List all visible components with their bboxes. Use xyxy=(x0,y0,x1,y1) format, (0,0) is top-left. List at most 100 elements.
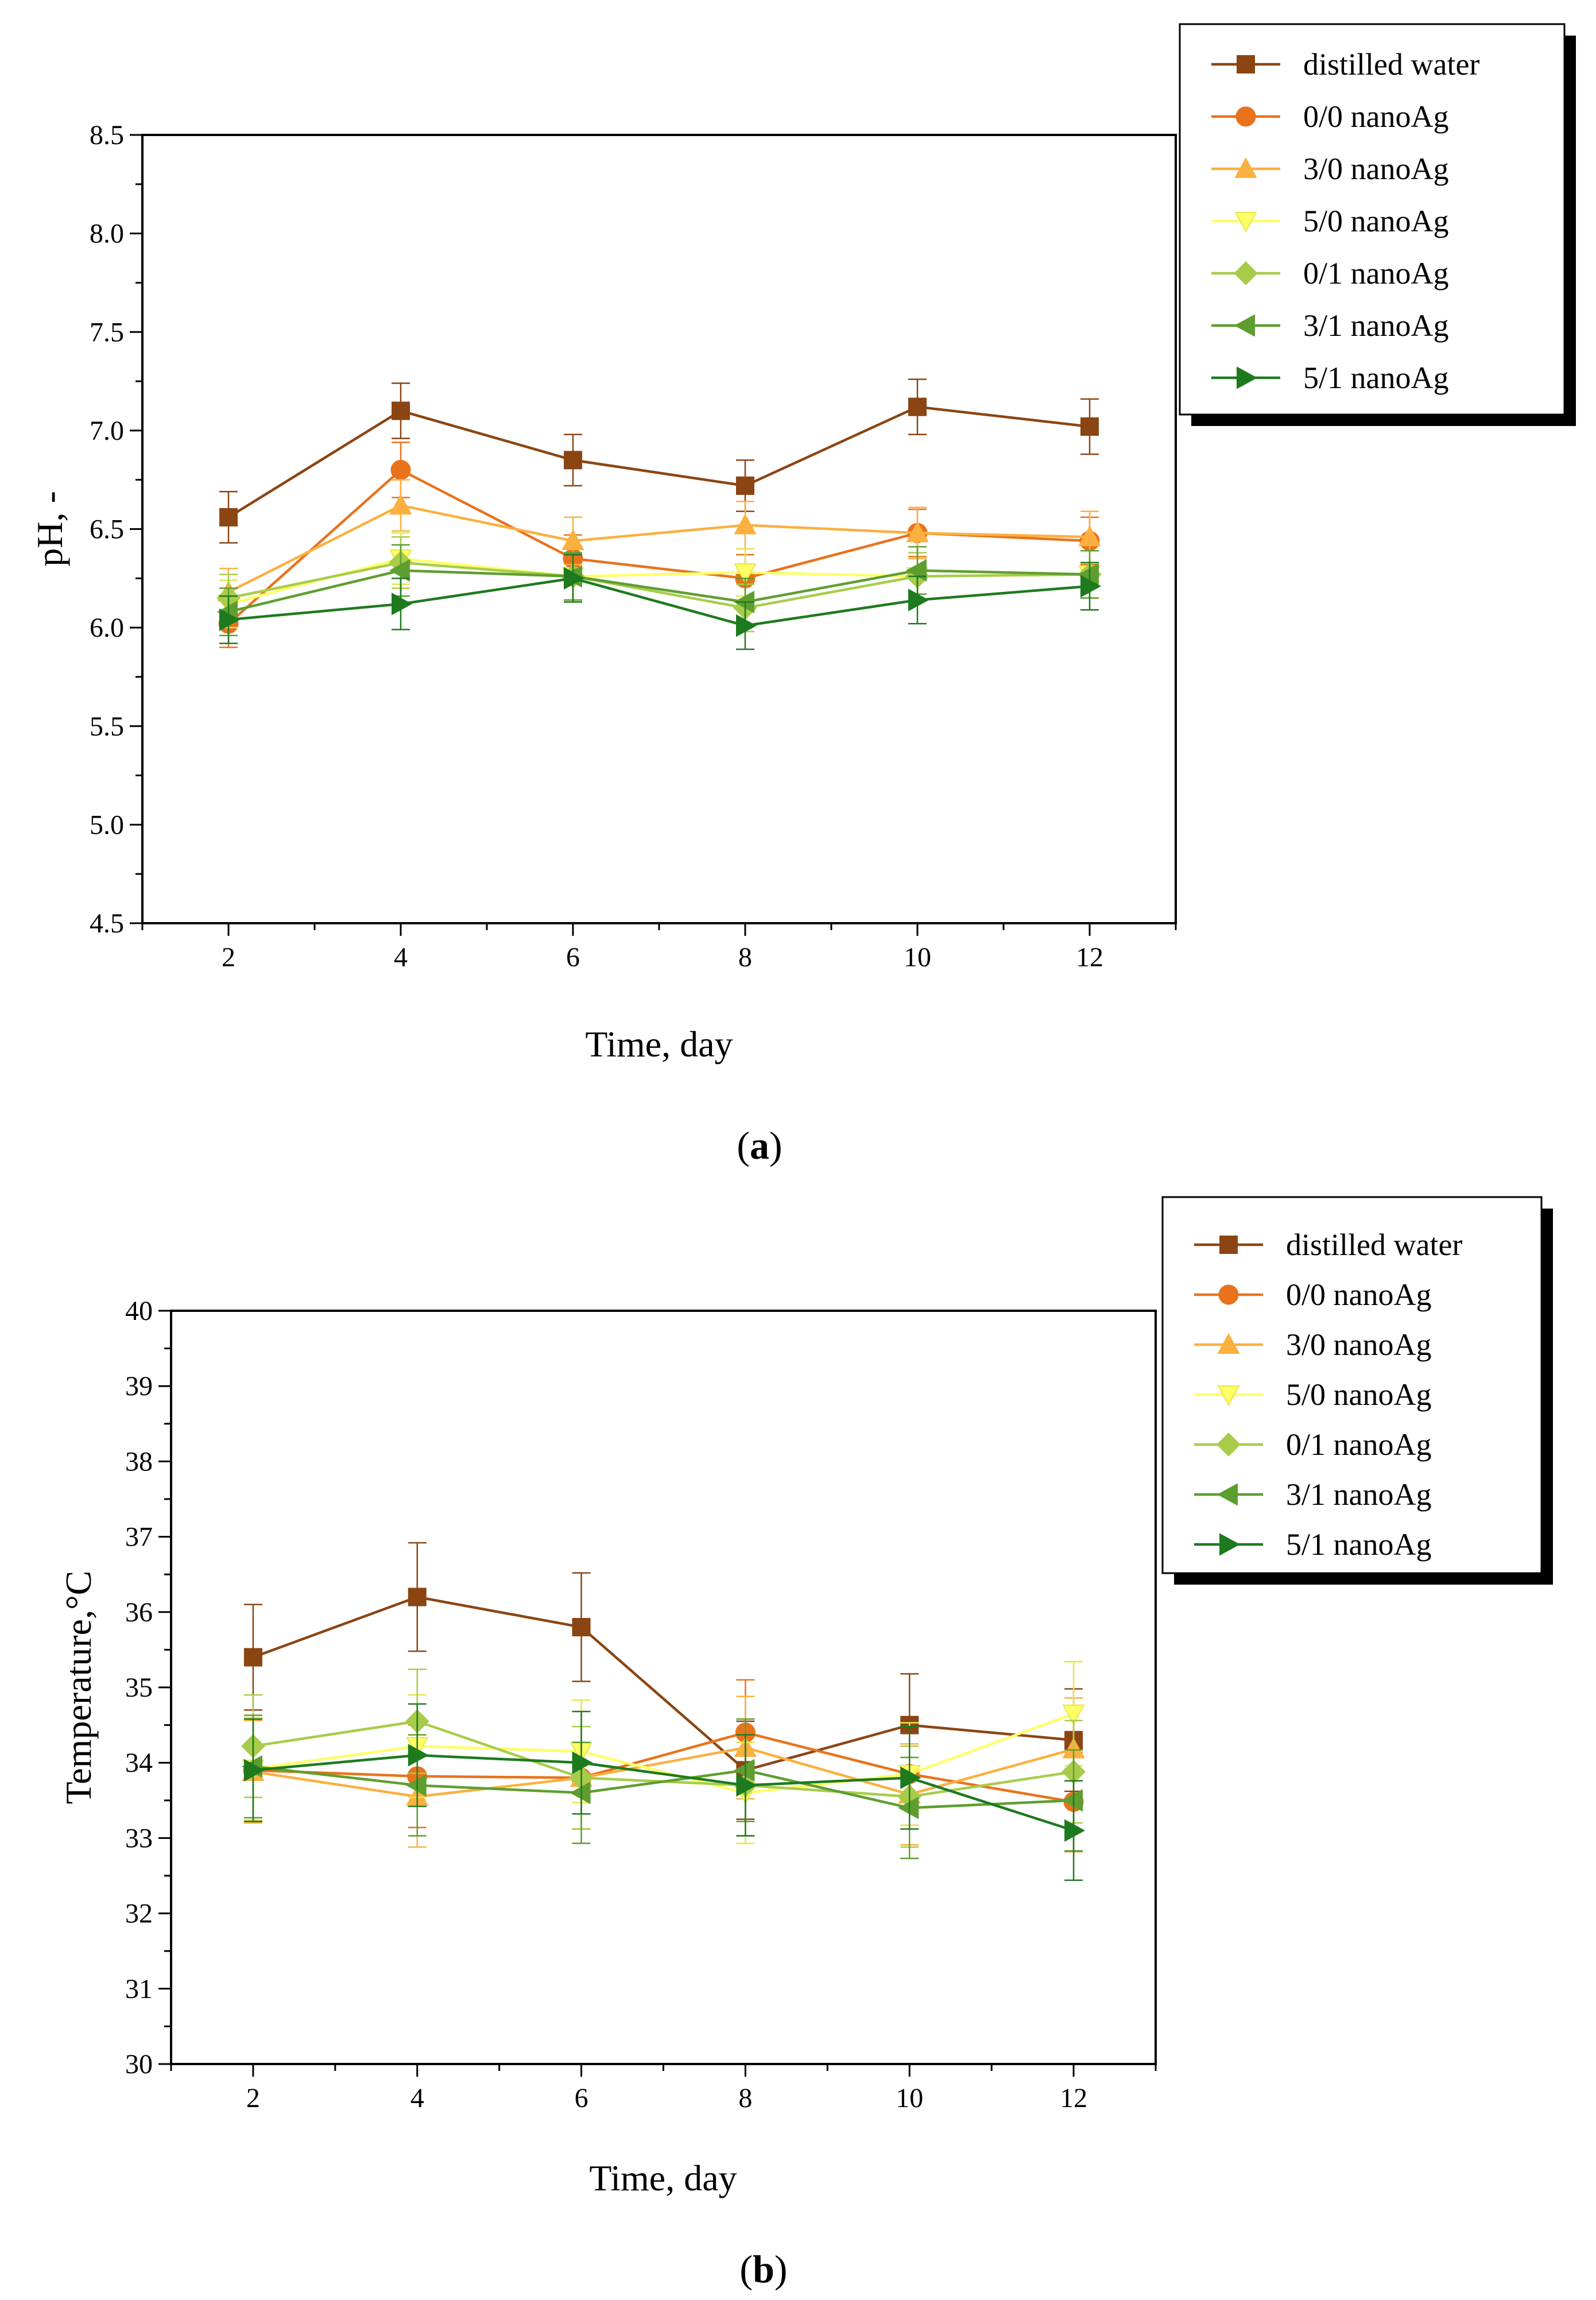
series-5-0-nanoag xyxy=(242,1661,1085,1844)
data-point xyxy=(389,494,412,515)
data-point xyxy=(905,559,927,582)
legend-marker xyxy=(1219,1533,1241,1556)
y-tick-label: 8.5 xyxy=(90,120,124,150)
series-3-1-nanoag xyxy=(241,1714,1083,1860)
legend-marker xyxy=(1217,1483,1238,1506)
x-tick-label: 8 xyxy=(738,2083,752,2113)
panel-letter: b xyxy=(753,2247,774,2291)
data-point xyxy=(1062,1704,1085,1726)
y-axis-label: pH, - xyxy=(29,491,70,567)
series-0-1-nanoag xyxy=(216,536,1102,633)
data-point xyxy=(572,1751,593,1774)
y-tick-label: 30 xyxy=(125,2049,153,2080)
data-point xyxy=(734,563,757,584)
data-point xyxy=(906,521,929,543)
x-tick-label: 6 xyxy=(566,942,580,973)
y-tick-label: 5.5 xyxy=(90,711,124,742)
data-point xyxy=(736,1774,757,1797)
data-point xyxy=(908,397,927,416)
data-point xyxy=(389,559,410,582)
x-tick-label: 12 xyxy=(1076,942,1103,973)
panel-caption: (b) xyxy=(739,2247,787,2291)
data-point xyxy=(736,476,754,495)
data-point xyxy=(736,614,757,637)
series-line xyxy=(228,569,1090,613)
series-line xyxy=(228,577,1090,627)
series-3-1-nanoag xyxy=(216,544,1099,637)
legend-label: 5/0 nanoAg xyxy=(1303,204,1448,238)
data-point xyxy=(392,401,410,420)
data-point xyxy=(734,1759,755,1782)
panel-caption: (a) xyxy=(737,1124,782,1167)
y-tick-label: 37 xyxy=(125,1522,153,1552)
series-distilled-water xyxy=(219,378,1099,544)
x-tick-label: 4 xyxy=(410,2083,424,2113)
legend-label: 0/1 nanoAg xyxy=(1303,256,1448,291)
legend: distilled water 0/0 nanoAg 3/0 nanoAg 5/0 n… xyxy=(1161,1196,1553,1585)
data-point xyxy=(392,593,413,615)
y-tick-label: 35 xyxy=(125,1672,153,1703)
legend-marker xyxy=(1218,1284,1239,1305)
data-point xyxy=(243,1759,265,1782)
x-tick-label: 2 xyxy=(222,942,235,973)
x-tick-label: 4 xyxy=(394,942,408,973)
series-0-0-nanoag xyxy=(243,1679,1084,1853)
y-tick-label: 32 xyxy=(125,1899,153,1929)
series-line xyxy=(253,1731,1074,1803)
data-point xyxy=(219,608,241,632)
data-point xyxy=(390,460,411,481)
series-line xyxy=(228,561,1090,610)
y-tick-label: 40 xyxy=(125,1296,153,1326)
series-line xyxy=(253,1765,1074,1810)
x-tick-label: 8 xyxy=(738,942,752,973)
series-0-1-nanoag xyxy=(241,1668,1086,1848)
legend-marker xyxy=(1234,157,1257,178)
x-axis-label: Time, day xyxy=(585,1024,733,1064)
series-line xyxy=(253,1712,1074,1794)
series-line xyxy=(227,468,1090,625)
axes-ticks: 2 4 6 8 10 12 4.5 5.0 5.5 6.0 6.5 7.0 7.5 8.0 8.5 xyxy=(90,120,1177,973)
legend-label: 3/0 nanoAg xyxy=(1286,1327,1431,1362)
y-tick-label: 34 xyxy=(125,1748,153,1778)
panel-letter: a xyxy=(750,1124,769,1167)
legend-marker xyxy=(1237,55,1255,73)
y-tick-label: 4.5 xyxy=(90,908,124,939)
x-tick-label: 2 xyxy=(246,2083,260,2113)
legend-label: 0/0 nanoAg xyxy=(1286,1277,1431,1312)
series-5-1-nanoag xyxy=(219,553,1102,650)
legend-label: 5/1 nanoAg xyxy=(1303,361,1448,395)
legend-marker xyxy=(1234,212,1257,233)
y-tick-label: 5.0 xyxy=(90,810,124,840)
data-point xyxy=(1080,417,1099,436)
series-line xyxy=(253,1753,1074,1832)
data-point xyxy=(900,1766,921,1790)
series-5-1-nanoag xyxy=(243,1703,1086,1881)
legend-label: 3/1 nanoAg xyxy=(1286,1477,1431,1512)
legend-label: distilled water xyxy=(1303,47,1479,82)
data-point xyxy=(908,588,929,611)
series-line xyxy=(253,1596,1074,1772)
data-point xyxy=(408,1744,429,1767)
x-axis-label: Time, day xyxy=(589,2158,737,2198)
data-point xyxy=(564,567,585,590)
y-axis-label: Temperature,°C xyxy=(58,1571,99,1805)
data-point xyxy=(564,451,582,470)
legend-label: 3/0 nanoAg xyxy=(1303,152,1448,186)
data-point xyxy=(734,513,757,535)
data-point xyxy=(1080,575,1102,598)
data-point xyxy=(219,508,238,526)
series-line xyxy=(227,405,1090,518)
x-tick-label: 12 xyxy=(1060,2083,1087,2113)
data-point xyxy=(408,1587,427,1606)
series-distilled-water xyxy=(243,1542,1083,1820)
data-point xyxy=(405,1774,427,1797)
data-point xyxy=(570,1781,591,1805)
plot-area-frame xyxy=(170,1310,1157,2065)
y-tick-label: 36 xyxy=(125,1597,153,1628)
data-point xyxy=(1062,1789,1083,1812)
legend-marker xyxy=(1217,1432,1241,1457)
legend: distilled water 0/0 nanoAg 3/0 nanoAg 5/0 n… xyxy=(1179,23,1576,426)
y-tick-label: 6.0 xyxy=(90,613,124,643)
y-tick-label: 8.0 xyxy=(90,219,124,249)
y-tick-label: 33 xyxy=(125,1823,153,1853)
